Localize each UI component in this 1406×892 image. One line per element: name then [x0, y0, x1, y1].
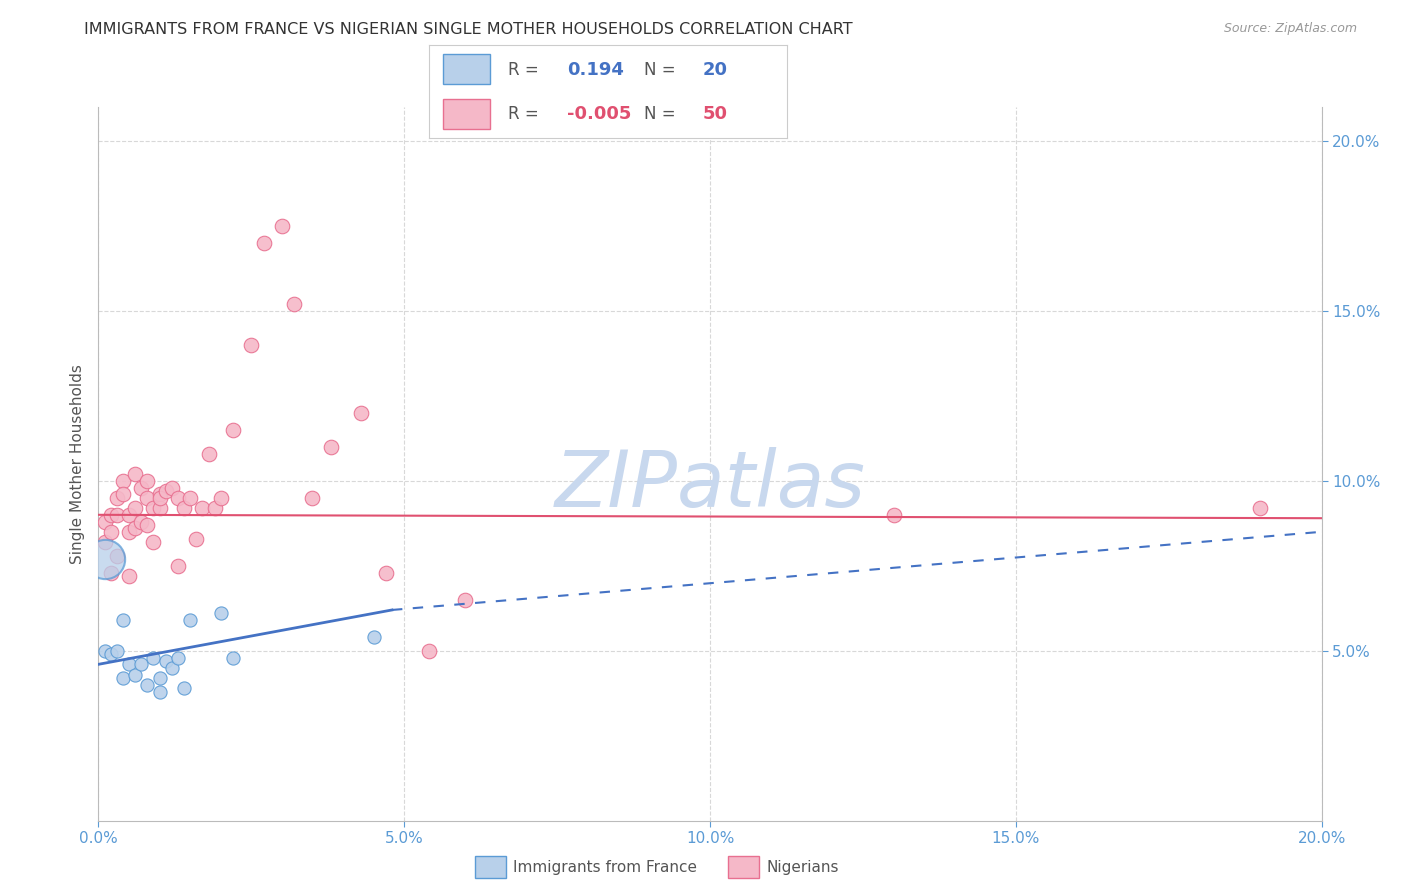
Text: N =: N =	[644, 105, 675, 123]
Point	[93, 644, 115, 658]
Point	[167, 491, 190, 505]
Point	[197, 447, 219, 461]
Point	[136, 678, 159, 692]
Point	[118, 508, 141, 522]
Point	[222, 650, 245, 665]
Point	[173, 501, 195, 516]
Point	[93, 552, 115, 566]
Point	[129, 657, 152, 672]
Point	[100, 508, 122, 522]
Point	[160, 481, 183, 495]
Point	[252, 235, 274, 250]
Point	[155, 654, 177, 668]
FancyBboxPatch shape	[443, 54, 489, 84]
Point	[418, 644, 440, 658]
Point	[319, 440, 342, 454]
Point	[191, 501, 214, 516]
Point	[136, 491, 159, 505]
Point	[111, 487, 134, 501]
Text: N =: N =	[644, 61, 675, 78]
Point	[204, 501, 226, 516]
Point	[105, 644, 128, 658]
Point	[111, 613, 134, 627]
FancyBboxPatch shape	[443, 99, 489, 129]
Text: Nigerians: Nigerians	[766, 860, 839, 874]
Point	[105, 549, 128, 563]
Point	[142, 501, 165, 516]
Point	[142, 535, 165, 549]
Point	[209, 607, 232, 621]
Point	[283, 297, 305, 311]
Text: -0.005: -0.005	[567, 105, 631, 123]
Point	[186, 532, 208, 546]
Point	[111, 671, 134, 685]
Point	[105, 508, 128, 522]
Point	[124, 467, 146, 481]
Point	[209, 491, 232, 505]
Point	[136, 518, 159, 533]
Point	[149, 487, 172, 501]
Point	[155, 483, 177, 498]
Point	[301, 491, 323, 505]
Point	[118, 569, 141, 583]
Point	[883, 508, 905, 522]
Point	[173, 681, 195, 695]
Point	[167, 558, 190, 573]
Text: 20: 20	[703, 61, 728, 78]
Point	[142, 650, 165, 665]
Point	[1249, 501, 1271, 516]
Y-axis label: Single Mother Households: Single Mother Households	[70, 364, 86, 564]
Point	[240, 338, 263, 352]
Point	[93, 535, 115, 549]
Point	[179, 613, 201, 627]
Text: Source: ZipAtlas.com: Source: ZipAtlas.com	[1223, 22, 1357, 36]
Point	[93, 515, 115, 529]
Point	[129, 515, 152, 529]
Point	[124, 521, 146, 535]
Point	[111, 474, 134, 488]
Point	[118, 524, 141, 539]
Point	[100, 647, 122, 661]
Point	[136, 474, 159, 488]
Point	[100, 566, 122, 580]
Point	[454, 592, 477, 607]
Point	[149, 491, 172, 505]
Text: Immigrants from France: Immigrants from France	[513, 860, 697, 874]
Text: R =: R =	[508, 105, 538, 123]
Point	[350, 406, 373, 420]
Text: 0.194: 0.194	[567, 61, 624, 78]
Point	[129, 481, 152, 495]
Point	[270, 219, 292, 233]
Point	[149, 501, 172, 516]
Point	[100, 524, 122, 539]
Point	[179, 491, 201, 505]
Point	[124, 501, 146, 516]
Point	[124, 667, 146, 681]
Text: IMMIGRANTS FROM FRANCE VS NIGERIAN SINGLE MOTHER HOUSEHOLDS CORRELATION CHART: IMMIGRANTS FROM FRANCE VS NIGERIAN SINGL…	[84, 22, 853, 37]
Point	[118, 657, 141, 672]
Point	[363, 630, 385, 644]
Point	[167, 650, 190, 665]
Point	[222, 423, 245, 437]
Text: ZIPatlas: ZIPatlas	[554, 447, 866, 524]
Point	[160, 661, 183, 675]
Text: 50: 50	[703, 105, 728, 123]
Point	[105, 491, 128, 505]
Point	[374, 566, 396, 580]
Point	[149, 684, 172, 698]
Text: R =: R =	[508, 61, 538, 78]
Point	[149, 671, 172, 685]
